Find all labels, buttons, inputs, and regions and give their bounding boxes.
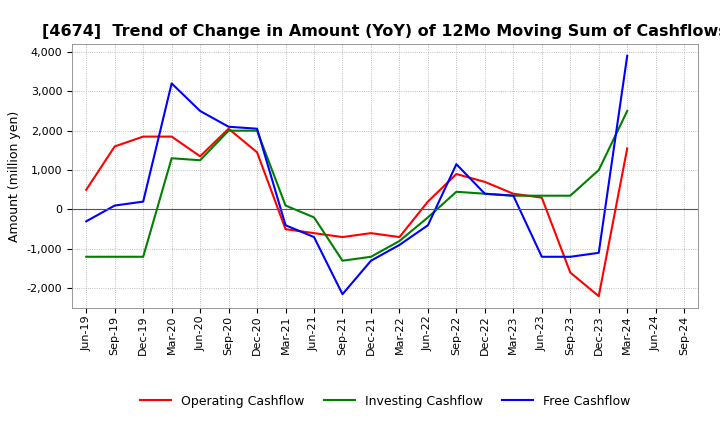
Free Cashflow bbox=[310, 235, 318, 240]
Operating Cashflow bbox=[82, 187, 91, 192]
Operating Cashflow bbox=[595, 293, 603, 299]
Operating Cashflow bbox=[225, 126, 233, 132]
Investing Cashflow bbox=[623, 108, 631, 114]
Operating Cashflow bbox=[537, 195, 546, 200]
Operating Cashflow bbox=[452, 172, 461, 177]
Free Cashflow bbox=[225, 124, 233, 129]
Operating Cashflow bbox=[110, 144, 119, 149]
Free Cashflow bbox=[395, 242, 404, 248]
Legend: Operating Cashflow, Investing Cashflow, Free Cashflow: Operating Cashflow, Investing Cashflow, … bbox=[135, 390, 635, 413]
Investing Cashflow bbox=[395, 238, 404, 244]
Free Cashflow bbox=[480, 191, 489, 196]
Investing Cashflow bbox=[366, 254, 375, 260]
Operating Cashflow bbox=[253, 150, 261, 155]
Investing Cashflow bbox=[452, 189, 461, 194]
Free Cashflow bbox=[338, 292, 347, 297]
Free Cashflow bbox=[196, 108, 204, 114]
Investing Cashflow bbox=[139, 254, 148, 260]
Operating Cashflow bbox=[139, 134, 148, 139]
Operating Cashflow bbox=[566, 270, 575, 275]
Operating Cashflow bbox=[480, 179, 489, 184]
Investing Cashflow bbox=[566, 193, 575, 198]
Investing Cashflow bbox=[509, 193, 518, 198]
Free Cashflow bbox=[595, 250, 603, 256]
Investing Cashflow bbox=[110, 254, 119, 260]
Free Cashflow bbox=[167, 81, 176, 86]
Free Cashflow bbox=[282, 223, 290, 228]
Free Cashflow bbox=[623, 53, 631, 59]
Investing Cashflow bbox=[310, 215, 318, 220]
Operating Cashflow bbox=[167, 134, 176, 139]
Investing Cashflow bbox=[253, 128, 261, 133]
Operating Cashflow bbox=[196, 154, 204, 159]
Investing Cashflow bbox=[480, 191, 489, 196]
Y-axis label: Amount (million yen): Amount (million yen) bbox=[8, 110, 21, 242]
Line: Investing Cashflow: Investing Cashflow bbox=[86, 111, 627, 261]
Line: Free Cashflow: Free Cashflow bbox=[86, 56, 627, 294]
Line: Operating Cashflow: Operating Cashflow bbox=[86, 129, 627, 296]
Investing Cashflow bbox=[167, 156, 176, 161]
Investing Cashflow bbox=[423, 215, 432, 220]
Investing Cashflow bbox=[196, 158, 204, 163]
Free Cashflow bbox=[423, 223, 432, 228]
Operating Cashflow bbox=[282, 227, 290, 232]
Free Cashflow bbox=[452, 161, 461, 167]
Operating Cashflow bbox=[366, 231, 375, 236]
Title: [4674]  Trend of Change in Amount (YoY) of 12Mo Moving Sum of Cashflows: [4674] Trend of Change in Amount (YoY) o… bbox=[42, 24, 720, 39]
Free Cashflow bbox=[139, 199, 148, 204]
Investing Cashflow bbox=[282, 203, 290, 208]
Operating Cashflow bbox=[338, 235, 347, 240]
Free Cashflow bbox=[509, 193, 518, 198]
Investing Cashflow bbox=[338, 258, 347, 264]
Investing Cashflow bbox=[82, 254, 91, 260]
Free Cashflow bbox=[82, 219, 91, 224]
Investing Cashflow bbox=[595, 168, 603, 173]
Free Cashflow bbox=[253, 126, 261, 132]
Free Cashflow bbox=[566, 254, 575, 260]
Free Cashflow bbox=[537, 254, 546, 260]
Operating Cashflow bbox=[395, 235, 404, 240]
Operating Cashflow bbox=[623, 146, 631, 151]
Free Cashflow bbox=[366, 258, 375, 264]
Operating Cashflow bbox=[423, 199, 432, 204]
Operating Cashflow bbox=[509, 191, 518, 196]
Investing Cashflow bbox=[225, 128, 233, 133]
Operating Cashflow bbox=[310, 231, 318, 236]
Investing Cashflow bbox=[537, 193, 546, 198]
Free Cashflow bbox=[110, 203, 119, 208]
